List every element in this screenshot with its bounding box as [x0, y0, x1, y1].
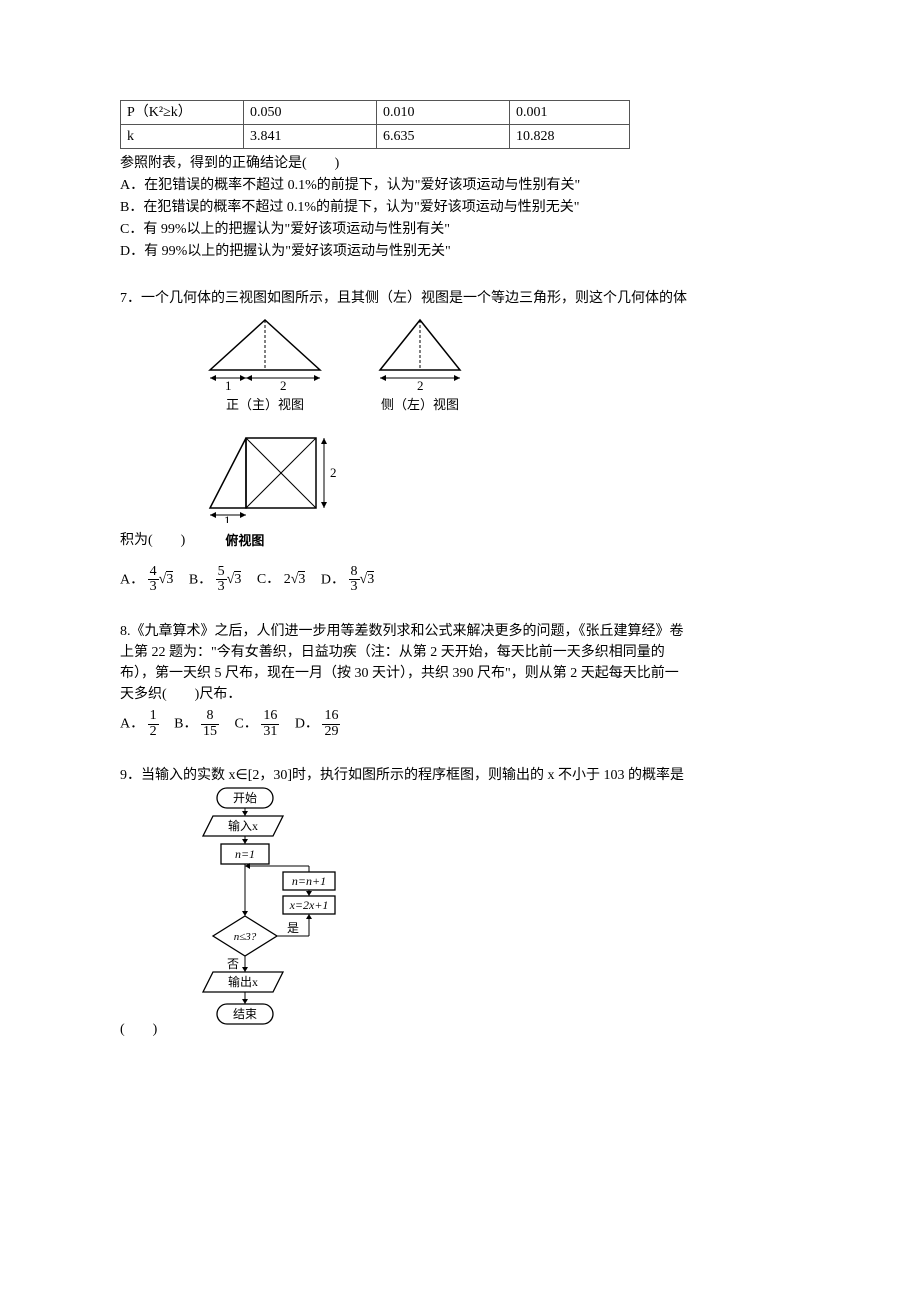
q6-table: P（K²≥k） 0.050 0.010 0.001 k 3.841 6.635 …	[120, 100, 630, 149]
side-view-label: 侧（左）视图	[370, 395, 470, 415]
dim-label: 2	[417, 378, 424, 393]
sqrt-icon: √3	[227, 569, 242, 590]
svg-text:开始: 开始	[233, 791, 257, 805]
q8-option-b: B． 815	[174, 709, 219, 739]
q7-stem-a: 7．一个几何体的三视图如图所示，且其侧（左）视图是一个等边三角形，则这个几何体的…	[120, 288, 800, 309]
svg-text:结束: 结束	[233, 1007, 257, 1021]
q8-line3: 布），第一天织 5 尺布，现在一月（按 30 天计），共织 390 尺布"，则从…	[120, 663, 800, 684]
front-view-svg: 1 2	[200, 315, 330, 395]
cell: 6.635	[377, 125, 510, 149]
svg-text:2: 2	[330, 465, 337, 480]
sqrt-icon: √3	[159, 569, 174, 590]
svg-text:n≤3?: n≤3?	[234, 931, 257, 943]
q7-stem-b: 积为( )	[120, 530, 185, 551]
dim-label: 1	[225, 378, 232, 393]
q6-option-c: C．有 99%以上的把握认为"爱好该项运动与性别有关"	[120, 219, 800, 240]
dim-label: 2	[280, 378, 287, 393]
q7-options: A． 43√3 B． 53√3 C． 2√3 D． 83√3	[120, 565, 800, 595]
sqrt-icon: √3	[360, 569, 375, 590]
svg-text:n=n+1: n=n+1	[292, 874, 326, 888]
q9-block: 9．当输入的实数 x∈[2，30]时，执行如图所示的程序框图，则输出的 x 不小…	[120, 765, 800, 1046]
top-view-svg: 1 2	[200, 433, 360, 523]
q8-block: 8.《九章算术》之后，人们进一步用等差数列求和公式来解决更多的问题，《张丘建算经…	[120, 621, 800, 739]
q7-option-b: B． 53√3	[189, 565, 242, 595]
cell: 0.050	[244, 101, 377, 125]
q8-line1: 8.《九章算术》之后，人们进一步用等差数列求和公式来解决更多的问题，《张丘建算经…	[120, 621, 800, 642]
front-view-label: 正（主）视图	[200, 395, 330, 415]
q9-stem: 9．当输入的实数 x∈[2，30]时，执行如图所示的程序框图，则输出的 x 不小…	[120, 765, 800, 786]
svg-text:x=2x+1: x=2x+1	[289, 898, 329, 912]
q7-option-a: A． 43√3	[120, 565, 173, 595]
q8-option-c: C． 1631	[234, 709, 279, 739]
svg-text:否: 否	[227, 957, 239, 971]
cell: P（K²≥k）	[121, 101, 244, 125]
cell: 10.828	[510, 125, 630, 149]
q6-block: 参照附表，得到的正确结论是( ) A．在犯错误的概率不超过 0.1%的前提下，认…	[120, 153, 800, 262]
svg-text:是: 是	[287, 921, 299, 935]
svg-text:输入x: 输入x	[228, 818, 258, 833]
svg-text:1: 1	[224, 513, 231, 523]
cell: 0.001	[510, 101, 630, 125]
q9-flowchart: 开始 输入x n=1 n=n+1 x=2x+1	[187, 786, 347, 1046]
q6-option-b: B．在犯错误的概率不超过 0.1%的前提下，认为"爱好该项运动与性别无关"	[120, 197, 800, 218]
q8-option-a: A． 12	[120, 709, 159, 739]
q7-side-view: 2 侧（左）视图	[370, 315, 470, 415]
q7-option-c: C． 2√3	[257, 569, 306, 590]
table-row: P（K²≥k） 0.050 0.010 0.001	[121, 101, 630, 125]
side-view-svg: 2	[370, 315, 470, 395]
q8-option-d: D． 1629	[295, 709, 341, 739]
svg-text:n=1: n=1	[235, 847, 255, 861]
q6-option-a: A．在犯错误的概率不超过 0.1%的前提下，认为"爱好该项运动与性别有关"	[120, 175, 800, 196]
q8-line4: 天多织( )尺布．	[120, 684, 800, 705]
q6-stem: 参照附表，得到的正确结论是( )	[120, 153, 800, 174]
cell: 0.010	[377, 101, 510, 125]
q7-top-view: 1 2	[200, 433, 360, 523]
q8-options: A． 12 B． 815 C． 1631 D． 1629	[120, 709, 800, 739]
flowchart-svg: 开始 输入x n=1 n=n+1 x=2x+1	[187, 786, 347, 1046]
svg-text:输出x: 输出x	[228, 974, 258, 989]
q6-option-d: D．有 99%以上的把握认为"爱好该项运动与性别无关"	[120, 241, 800, 262]
table-row: k 3.841 6.635 10.828	[121, 125, 630, 149]
q8-line2: 上第 22 题为："今有女善织，日益功疾（注：从第 2 天开始，每天比前一天多织…	[120, 642, 800, 663]
top-view-label: 俯视图	[225, 531, 264, 551]
cell: k	[121, 125, 244, 149]
q7-option-d: D． 83√3	[321, 565, 374, 595]
q9-paren: ( )	[120, 1019, 157, 1046]
q7-front-view: 1 2 正（主）视图	[200, 315, 330, 415]
sqrt-icon: √3	[291, 569, 306, 590]
cell: 3.841	[244, 125, 377, 149]
q7-block: 7．一个几何体的三视图如图所示，且其侧（左）视图是一个等边三角形，则这个几何体的…	[120, 288, 800, 595]
